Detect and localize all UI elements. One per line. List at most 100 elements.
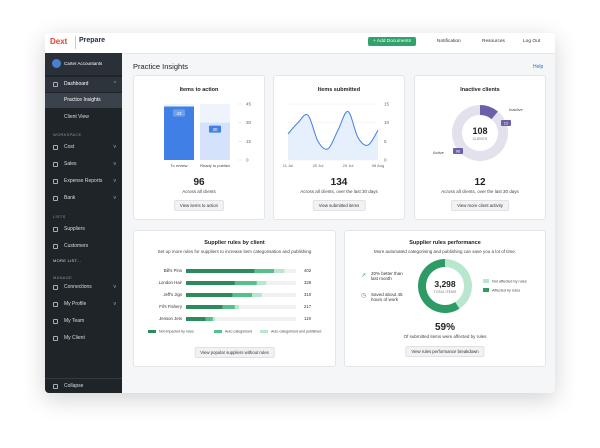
bar-segment — [186, 317, 206, 321]
bar-segment — [254, 269, 274, 273]
nav-label: Client View — [64, 114, 89, 120]
nav-customers[interactable]: Customers — [45, 239, 122, 254]
x-tick-label: 11 Jul — [283, 163, 293, 168]
row-label: Fil's Fishery — [159, 304, 183, 309]
nav-label: Dashboard — [64, 81, 89, 87]
row-total: 402 — [304, 268, 312, 273]
nav-practice-insights[interactable]: Practice Insights — [45, 93, 122, 108]
donut-segment — [452, 105, 508, 161]
x-tick-label: 29 Jul — [343, 163, 354, 168]
nav-sales[interactable]: Sales v — [45, 157, 122, 172]
card-title: Inactive clients — [460, 87, 500, 93]
row-label: Jeff's Jigs — [163, 292, 182, 297]
nav-dashboard[interactable]: Dashboard ^ — [45, 77, 122, 92]
legend-swatch — [483, 279, 489, 283]
nav-collapse[interactable]: Collapse — [45, 378, 122, 393]
donut-segment — [480, 105, 498, 120]
row-total: 119 — [304, 316, 311, 321]
notification-link[interactable]: Notification — [437, 39, 461, 44]
legend-label: Not affected by rules — [492, 279, 527, 283]
card-title: Supplier rules by client — [204, 240, 265, 246]
card-caption: Across all clients, over the last 30 day… — [300, 189, 378, 194]
card-button[interactable]: View items to action — [173, 200, 225, 211]
line-chart: 0 5 10 15 11 Jul 20 Jul 29 Jul 08 Aug — [283, 102, 390, 169]
bar-segment — [212, 317, 216, 321]
nav-label: Bank — [64, 195, 76, 201]
card-button[interactable]: View rules performance breakdown — [405, 346, 485, 357]
value-label-box — [209, 125, 221, 133]
nav-label: Collapse — [64, 383, 84, 389]
nav-client-view[interactable]: Client View — [45, 110, 122, 125]
stacked-bar-chart: Bill's Pins 402 London Hair 328 Jeff's Jigs 3… — [148, 268, 321, 334]
logout-link[interactable]: Log Out — [523, 39, 541, 44]
bar-segment — [274, 269, 285, 273]
card-caption: Across all clients — [182, 189, 216, 194]
nav-bank[interactable]: Bank v — [45, 191, 122, 206]
bar-track — [186, 305, 296, 309]
value-box — [453, 148, 463, 154]
center-value: 108 — [472, 126, 487, 136]
line-area — [288, 111, 378, 160]
card-caption: Of submitted items were affected by rule… — [403, 334, 487, 339]
bar-segment — [256, 281, 267, 285]
resources-link[interactable]: Resources — [482, 39, 505, 44]
legend-label: Auto categorised and published — [271, 330, 321, 334]
inactive-clients-card: Inactive clients 108 CLIENTS Inactive Activ… — [414, 75, 546, 220]
account-box[interactable]: Carter Accountants — [45, 53, 122, 75]
bar-segment — [222, 305, 235, 309]
nav-label: Cost — [64, 144, 75, 150]
add-documents-button[interactable]: + Add Documents — [368, 37, 416, 46]
center-value: 3,298 — [434, 279, 456, 289]
value-label: 96 — [456, 149, 461, 154]
logo: Dext — [50, 37, 68, 46]
card-button[interactable]: View more client activity — [451, 200, 509, 211]
section-label: WORKSPACE — [53, 132, 82, 137]
stat-saved: Saved about 45 hours of work — [371, 292, 403, 302]
nav-suppliers[interactable]: Suppliers — [45, 222, 122, 237]
legend-label: Auto categorised — [225, 330, 252, 334]
bar-segment — [186, 269, 255, 273]
legend-swatch — [483, 288, 489, 292]
nav-label: My Client — [64, 335, 85, 341]
supplier-rules-card: Supplier rules by client Set up more rul… — [133, 230, 336, 367]
legend-label: Inactive — [509, 107, 524, 112]
value-label: 30 — [212, 127, 218, 132]
x-tick-label: 20 Jul — [313, 163, 324, 168]
y-tick-label: 5 — [384, 139, 387, 144]
card-button[interactable]: View popular suppliers without rules — [194, 347, 275, 358]
line-series — [287, 110, 379, 150]
x-tick-label: 08 Aug — [372, 163, 384, 168]
card-total: 134 — [330, 177, 348, 188]
clock-icon: ◷ — [361, 293, 367, 299]
nav-more-list[interactable]: MORE LIST... — [53, 258, 82, 263]
bar-chart: 0 15 30 45 43 To review 30 Ready to publish — [164, 102, 252, 168]
nav-label: My Team — [64, 318, 85, 324]
nav-label: Customers — [64, 243, 89, 249]
nav-my-profile[interactable]: My Profile v — [45, 297, 122, 312]
row-total: 328 — [304, 280, 312, 285]
row-total: 310 — [304, 292, 312, 297]
rules-performance-card: Supplier rules performance More automate… — [344, 230, 546, 367]
items-to-action-card: Items to action 0 15 30 45 43 To review 30 Read… — [133, 75, 265, 220]
legend-swatch — [148, 330, 156, 333]
bar-segment — [252, 293, 262, 297]
percent-affected: 59% — [434, 322, 455, 333]
value-label: 43 — [176, 111, 182, 116]
legend-label: Active — [433, 150, 445, 155]
help-link[interactable]: Help — [533, 64, 544, 70]
value-label: 12 — [504, 121, 509, 126]
nav-cost[interactable]: Cost v — [45, 140, 122, 155]
section-label: MANAGE — [53, 275, 73, 280]
card-button[interactable]: View submitted items — [312, 200, 366, 211]
account-name: Carter Accountants — [64, 61, 103, 66]
nav-my-client[interactable]: My Client — [45, 331, 122, 346]
center-label: TOTAL ITEMS — [434, 290, 457, 294]
y-tick-label: 0 — [384, 158, 387, 163]
nav-my-team[interactable]: My Team — [45, 314, 122, 329]
bar-segment — [234, 305, 240, 309]
sidebar: Carter Accountants Dashboard ^ Practice I… — [45, 53, 122, 393]
nav-connections[interactable]: Connections v — [45, 280, 122, 295]
nav-expense-reports[interactable]: Expense Reports v — [45, 174, 122, 189]
